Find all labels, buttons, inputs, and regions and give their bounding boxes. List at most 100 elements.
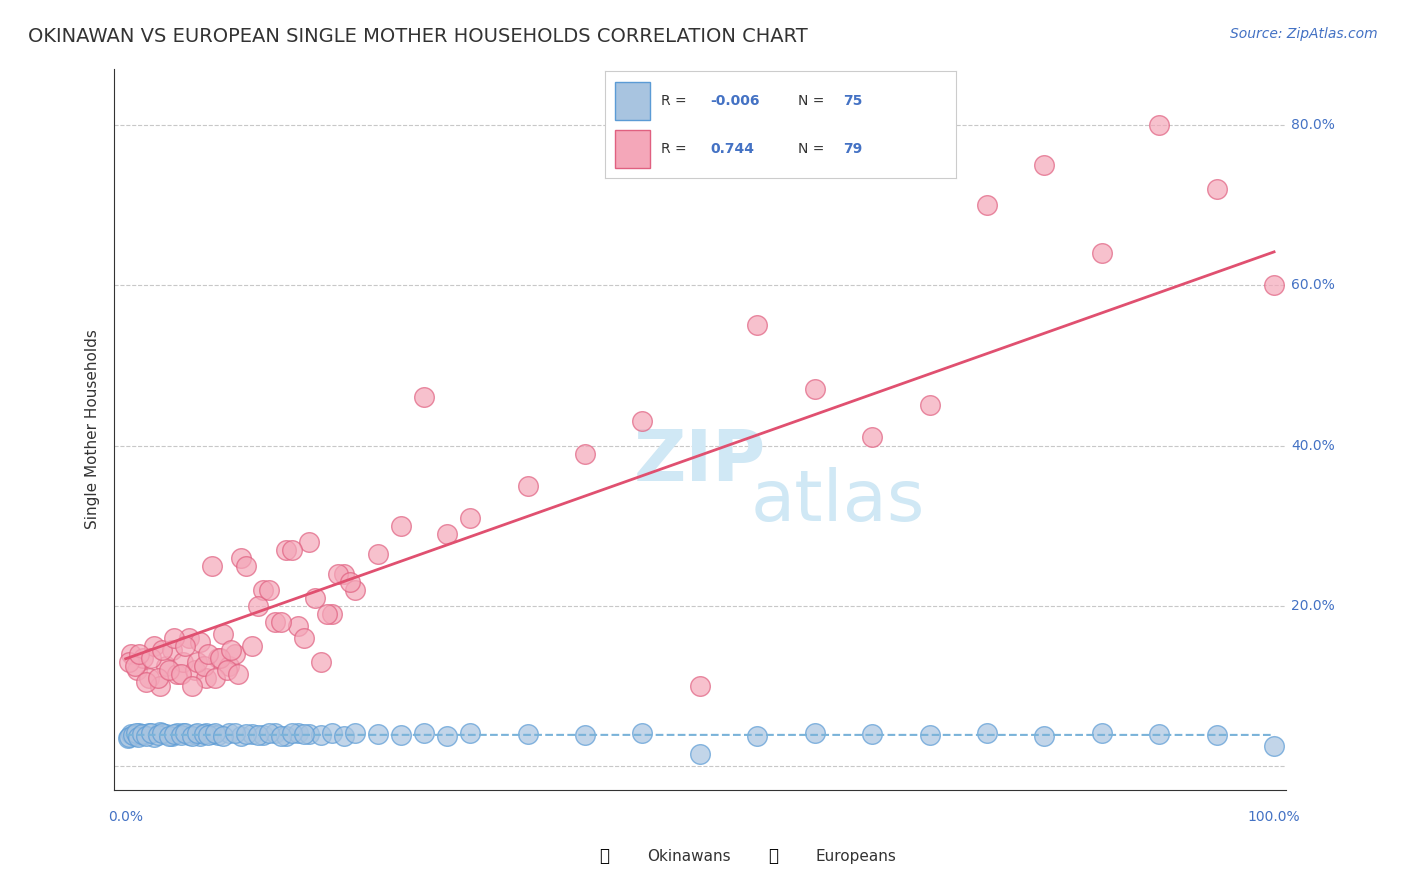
Text: 60.0%: 60.0% [1291, 278, 1336, 292]
Point [689, 747, 711, 762]
Point [321, 607, 343, 621]
FancyBboxPatch shape [616, 130, 650, 168]
Point [229, 550, 252, 565]
Point [170, 728, 193, 742]
Text: 80.0%: 80.0% [1291, 118, 1336, 132]
Point [367, 547, 389, 561]
Text: R =: R = [661, 143, 690, 156]
Point [197, 647, 219, 661]
Point [117, 731, 139, 746]
Text: 79: 79 [844, 143, 863, 156]
Point [516, 727, 538, 741]
Point [326, 566, 349, 581]
Y-axis label: Single Mother Households: Single Mother Households [86, 329, 100, 529]
Point [516, 478, 538, 492]
Point [149, 724, 172, 739]
Point [218, 659, 240, 673]
Text: 0.744: 0.744 [710, 143, 754, 156]
Point [157, 729, 180, 743]
Point [118, 655, 141, 669]
Point [976, 198, 998, 212]
Point [163, 631, 186, 645]
Point [197, 728, 219, 742]
Point [246, 599, 269, 613]
Text: Europeans: Europeans [815, 849, 897, 863]
Point [240, 639, 263, 653]
Text: atlas: atlas [751, 467, 925, 536]
Point [146, 728, 169, 742]
Point [170, 667, 193, 681]
Point [1033, 729, 1056, 743]
FancyBboxPatch shape [616, 82, 650, 120]
Point [747, 318, 769, 333]
Point [177, 728, 200, 742]
Text: 75: 75 [844, 95, 863, 108]
Point [177, 631, 200, 645]
Point [188, 635, 211, 649]
Point [246, 728, 269, 742]
Text: 0.0%: 0.0% [108, 811, 143, 824]
Point [413, 725, 436, 739]
Point [218, 726, 240, 740]
Point [193, 727, 215, 741]
Point [155, 727, 177, 741]
Point [224, 647, 246, 661]
Point [309, 655, 332, 669]
Point [1263, 739, 1285, 754]
Point [389, 728, 412, 742]
Point [215, 663, 238, 677]
Text: 40.0%: 40.0% [1291, 439, 1336, 452]
Point [276, 542, 298, 557]
Point [120, 647, 142, 661]
Point [264, 615, 287, 629]
Point [389, 518, 412, 533]
Point [257, 725, 280, 739]
Point [132, 651, 155, 665]
Point [1091, 246, 1114, 260]
Point [803, 382, 825, 396]
Point [1091, 726, 1114, 740]
Point [139, 725, 162, 739]
Point [160, 643, 183, 657]
Point [458, 726, 481, 740]
Text: Okinawans: Okinawans [647, 849, 730, 863]
Point [212, 627, 235, 641]
Text: ZIP: ZIP [634, 427, 766, 496]
Point [201, 558, 224, 573]
Point [183, 727, 205, 741]
Point [120, 727, 142, 741]
Point [127, 663, 149, 677]
Point [152, 643, 174, 657]
Point [1147, 118, 1170, 132]
Point [298, 727, 321, 741]
Point [1205, 728, 1227, 742]
Point [1205, 182, 1227, 196]
Point [149, 679, 172, 693]
Point [139, 651, 162, 665]
Point [204, 671, 226, 685]
Point [304, 591, 326, 605]
Point [344, 726, 367, 740]
Point [124, 659, 146, 673]
Point [186, 726, 208, 740]
Point [321, 725, 343, 739]
Point [125, 726, 148, 740]
Text: N =: N = [799, 95, 828, 108]
Text: 20.0%: 20.0% [1291, 599, 1336, 613]
Point [458, 510, 481, 524]
Point [574, 728, 596, 742]
Point [292, 727, 315, 741]
Point [333, 566, 356, 581]
Point [121, 728, 143, 742]
Point [195, 725, 218, 739]
Point [413, 390, 436, 404]
Point [252, 728, 274, 742]
Point [128, 725, 150, 739]
Point [315, 607, 337, 621]
Point [193, 659, 215, 673]
Text: N =: N = [799, 143, 828, 156]
Point [860, 727, 883, 741]
Point [235, 558, 257, 573]
Point [146, 671, 169, 685]
Point [367, 727, 389, 741]
